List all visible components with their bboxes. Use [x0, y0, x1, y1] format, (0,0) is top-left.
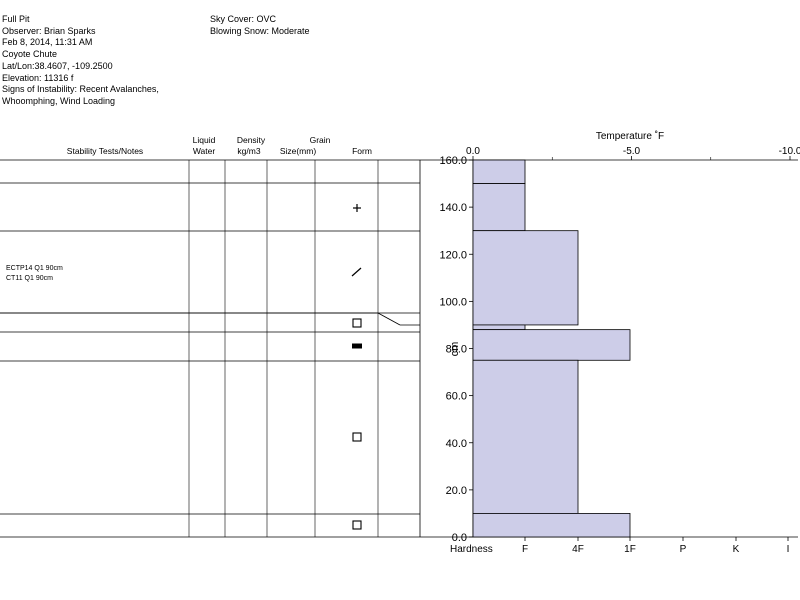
hardness-tick-label: K: [733, 544, 740, 555]
hardness-tick-label: I: [787, 544, 790, 555]
signs-of-instability: Signs of Instability: Recent Avalanches,: [2, 84, 159, 95]
hardness-bar: [472, 513, 631, 538]
grain-form-filled-rect-icon: [352, 343, 362, 349]
col-header-form: Form: [352, 146, 372, 156]
hardness-bar: [472, 159, 526, 184]
stability-test-note: CT11 Q1 90cm: [6, 275, 53, 282]
y-tick-label: 120.0: [439, 249, 467, 261]
y-tick-label: 20.0: [446, 485, 467, 497]
elevation: Elevation: 11316 f: [2, 72, 74, 83]
temperature-tick-label: 0.0: [466, 146, 480, 157]
col-header-density: Density: [236, 135, 266, 145]
temperature-tick-label: -5.0: [623, 146, 641, 157]
hardness-tick-label: P: [680, 544, 687, 555]
y-axis-label: cm: [449, 342, 461, 357]
date-time: Feb 8, 2014, 11:31 AM: [2, 37, 93, 48]
hardness-bar: [472, 230, 579, 326]
grain-form-square-icon: [352, 432, 362, 442]
sky-cover: Sky Cover: OVC: [210, 14, 277, 24]
col-header-grain: Grain: [309, 135, 331, 145]
hardness-tick-label: 4F: [572, 544, 584, 555]
hardness-bar: [472, 324, 526, 331]
layer-connector-line: [377, 312, 401, 326]
y-tick-label: 0.0: [452, 532, 467, 544]
col-header-density-unit: kg/m3: [237, 146, 261, 156]
hardness-bar: [472, 329, 631, 361]
pit-info-left: Full Pit Observer: Brian Sparks Feb 8, 2…: [2, 14, 159, 108]
blowing-snow: Blowing Snow: Moderate: [210, 25, 310, 36]
lat-lon: Lat/Lon:38.4607, -109.2500: [2, 60, 113, 71]
layer-table: ECTP14 Q1 90cm CT11 Q1 90cm: [0, 159, 421, 538]
y-tick-label: 40.0: [446, 438, 467, 450]
y-tick-label: 100.0: [439, 296, 467, 308]
pit-info-right: Sky Cover: OVC Blowing Snow: Moderate: [210, 14, 310, 37]
location: Coyote Chute: [2, 49, 58, 60]
y-tick-label: 60.0: [446, 391, 467, 403]
hardness-bar: [472, 183, 526, 232]
hardness-tick-label: 1F: [624, 544, 636, 555]
pit-type: Full Pit: [2, 14, 30, 24]
grain-form-square-icon: [352, 318, 362, 328]
hardness-bar: [472, 359, 579, 514]
y-tick-label: 140.0: [439, 202, 467, 214]
y-tick-label: 160.0: [439, 155, 467, 167]
col-header-notes: Stability Tests/Notes: [66, 146, 144, 156]
chart-title: Temperature ˚F: [595, 131, 665, 142]
temperature-tick-label: -10.0: [779, 146, 800, 157]
col-header-liquid: Liquid: [192, 135, 216, 145]
col-header-grain-size: Size(mm): [279, 146, 317, 156]
hardness-tick-label: F: [522, 544, 528, 555]
observer: Observer: Brian Sparks: [2, 25, 96, 36]
stability-test-note: ECTP14 Q1 90cm: [6, 265, 63, 272]
grain-form-slash-icon: [351, 267, 362, 277]
y-tick-label: 80.0: [446, 344, 467, 356]
hardness-chart: 160.0 140.0 120.0 100.0 80.0 60.0 40.0 20.0 0.0 c…: [420, 146, 800, 555]
hardness-axis-label: Hardness: [450, 544, 493, 555]
grain-form-square-icon: [352, 520, 362, 530]
col-header-water: Water: [192, 146, 216, 156]
signs-of-instability-cont: Whoomphing, Wind Loading: [2, 95, 116, 106]
